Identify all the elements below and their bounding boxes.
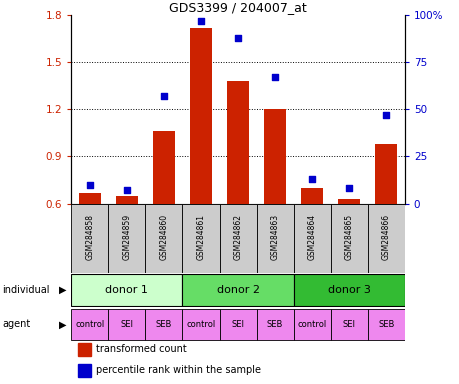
FancyBboxPatch shape: [145, 309, 182, 340]
Bar: [300, 188, 323, 204]
Text: SEB: SEB: [266, 320, 283, 329]
Point: [382, 112, 389, 118]
Text: SEB: SEB: [377, 320, 394, 329]
Text: GSM284858: GSM284858: [85, 214, 94, 260]
Point: [123, 187, 130, 194]
Text: GSM284859: GSM284859: [122, 214, 131, 260]
FancyBboxPatch shape: [71, 274, 182, 306]
Text: donor 3: donor 3: [327, 285, 370, 295]
Point: [197, 18, 204, 24]
Text: SEB: SEB: [156, 320, 172, 329]
Text: GSM284865: GSM284865: [344, 214, 353, 260]
FancyBboxPatch shape: [293, 204, 330, 273]
Text: transformed count: transformed count: [96, 344, 187, 354]
Text: GSM284866: GSM284866: [381, 214, 390, 260]
Text: GSM284860: GSM284860: [159, 214, 168, 260]
FancyBboxPatch shape: [293, 274, 404, 306]
Point: [308, 176, 315, 182]
FancyBboxPatch shape: [71, 204, 108, 273]
FancyBboxPatch shape: [182, 274, 293, 306]
Bar: [78, 192, 101, 204]
Bar: [78, 343, 91, 356]
Text: control: control: [75, 320, 104, 329]
FancyBboxPatch shape: [108, 204, 145, 273]
FancyBboxPatch shape: [256, 204, 293, 273]
Text: ▶: ▶: [59, 319, 66, 329]
Text: ▶: ▶: [59, 285, 66, 295]
FancyBboxPatch shape: [145, 204, 182, 273]
Text: percentile rank within the sample: percentile rank within the sample: [96, 365, 261, 375]
Point: [160, 93, 167, 99]
Text: SEI: SEI: [120, 320, 133, 329]
Bar: [190, 28, 212, 204]
FancyBboxPatch shape: [108, 309, 145, 340]
Point: [86, 182, 93, 188]
Text: GSM284864: GSM284864: [307, 214, 316, 260]
FancyBboxPatch shape: [330, 204, 367, 273]
FancyBboxPatch shape: [367, 204, 404, 273]
Text: donor 1: donor 1: [105, 285, 148, 295]
FancyBboxPatch shape: [71, 309, 108, 340]
FancyBboxPatch shape: [182, 309, 219, 340]
Text: control: control: [186, 320, 215, 329]
Point: [234, 35, 241, 41]
FancyBboxPatch shape: [219, 204, 256, 273]
FancyBboxPatch shape: [182, 204, 219, 273]
Text: SEI: SEI: [231, 320, 244, 329]
FancyBboxPatch shape: [293, 309, 330, 340]
FancyBboxPatch shape: [219, 309, 256, 340]
Bar: [78, 364, 91, 377]
Bar: [375, 144, 397, 204]
Bar: [337, 199, 359, 204]
FancyBboxPatch shape: [256, 309, 293, 340]
Text: agent: agent: [2, 319, 30, 329]
Bar: [263, 109, 285, 204]
Text: individual: individual: [2, 285, 50, 295]
Text: GSM284861: GSM284861: [196, 214, 205, 260]
Bar: [226, 81, 249, 204]
Bar: [152, 131, 175, 204]
Point: [345, 185, 352, 192]
Text: donor 2: donor 2: [216, 285, 259, 295]
Point: [271, 74, 278, 81]
Text: GSM284863: GSM284863: [270, 214, 279, 260]
Text: GSM284862: GSM284862: [233, 214, 242, 260]
Text: control: control: [297, 320, 326, 329]
Bar: [116, 196, 138, 204]
FancyBboxPatch shape: [367, 309, 404, 340]
Text: SEI: SEI: [342, 320, 355, 329]
Title: GDS3399 / 204007_at: GDS3399 / 204007_at: [169, 1, 306, 14]
FancyBboxPatch shape: [330, 309, 367, 340]
